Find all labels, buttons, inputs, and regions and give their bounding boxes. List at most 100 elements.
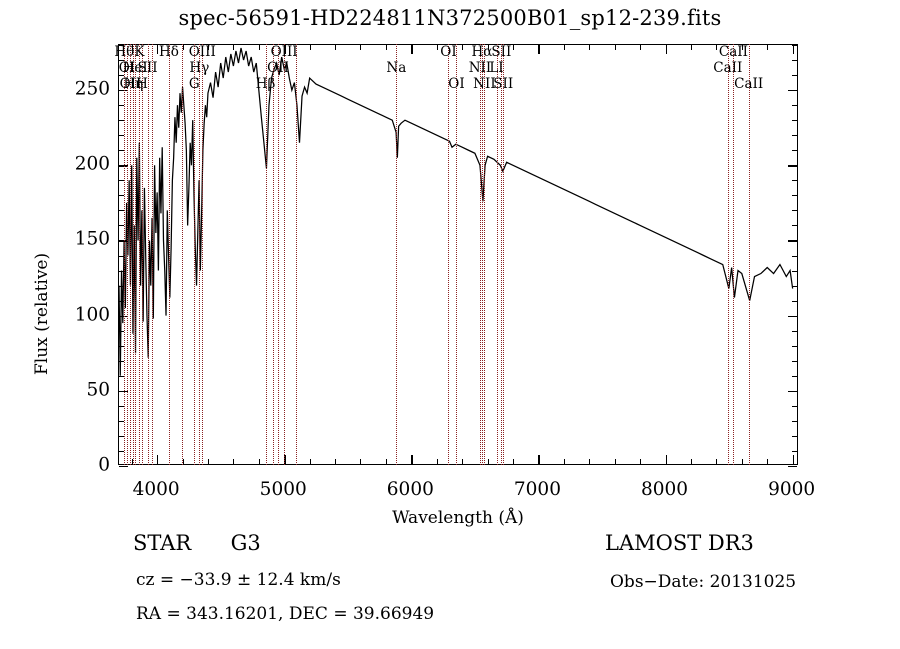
tick-mark (182, 459, 184, 464)
tick-mark (131, 45, 133, 50)
line-label: SII (137, 60, 158, 76)
line-label: CaII (718, 44, 748, 60)
line-label: K (134, 44, 145, 60)
tick-mark (119, 210, 124, 212)
line-label: Hθ (114, 44, 135, 60)
tick-mark (436, 45, 438, 50)
tick-mark (207, 459, 209, 464)
tick-mark (207, 45, 209, 50)
tick-mark (640, 45, 642, 50)
tick-mark (385, 459, 387, 464)
line-marker (396, 44, 398, 465)
tick-mark (563, 459, 565, 464)
tick-mark (119, 45, 124, 46)
line-label: Na (386, 60, 407, 76)
tick-mark (792, 210, 797, 212)
tick-mark (119, 105, 124, 107)
tick-mark (788, 165, 797, 167)
line-marker (273, 44, 275, 465)
object-type-label: STAR G3 (133, 531, 261, 555)
line-label: OII (119, 76, 142, 92)
tick-mark (119, 390, 128, 393)
tick-mark (119, 345, 124, 347)
tick-mark (258, 45, 260, 50)
tick-mark (119, 120, 124, 122)
line-marker (202, 44, 204, 465)
line-marker (448, 44, 450, 465)
line-marker (733, 44, 735, 465)
tick-mark (792, 105, 797, 107)
tick-mark (131, 459, 133, 464)
tick-mark (792, 455, 794, 464)
line-marker (168, 44, 170, 465)
tick-mark (119, 195, 124, 197)
line-label: OII (267, 60, 289, 76)
tick-mark (792, 225, 797, 227)
tick-mark (716, 459, 718, 464)
line-marker (126, 44, 128, 465)
tick-mark (513, 45, 515, 50)
tick-mark (563, 45, 565, 50)
line-label: SII (493, 76, 514, 92)
line-marker (194, 44, 196, 465)
y-tick-label: 250 (74, 78, 110, 100)
line-label: NII (473, 76, 496, 92)
obs-date-label: Obs−Date: 20131025 (610, 572, 797, 592)
tick-mark (119, 315, 128, 317)
line-label: CaII (734, 76, 764, 92)
tick-mark (788, 240, 797, 242)
line-label: G (188, 76, 200, 92)
line-marker (295, 44, 297, 465)
tick-mark (119, 420, 124, 422)
tick-mark (614, 459, 616, 464)
tick-mark (119, 135, 124, 137)
line-marker (147, 44, 149, 465)
survey-label: LAMOST DR3 (605, 531, 754, 555)
tick-mark (233, 459, 235, 464)
tick-mark (436, 459, 438, 464)
tick-mark (411, 45, 413, 54)
tick-mark (792, 45, 794, 54)
x-tick-label: 5000 (259, 479, 307, 500)
tick-mark (335, 459, 337, 464)
tick-mark (385, 45, 387, 50)
tick-mark (792, 435, 797, 437)
tick-mark (258, 459, 260, 464)
line-marker (133, 44, 135, 465)
tick-mark (788, 466, 797, 468)
x-tick-label: 4000 (132, 479, 180, 500)
tick-mark (792, 285, 797, 287)
y-axis-title: Flux (relative) (32, 252, 52, 375)
tick-mark (119, 466, 128, 468)
line-label: OI (448, 76, 465, 92)
tick-mark (119, 450, 124, 452)
tick-mark (538, 45, 540, 54)
x-tick-label: 8000 (640, 479, 689, 500)
line-label: H (136, 76, 148, 92)
spectrum-trace (119, 47, 794, 376)
line-marker (479, 44, 481, 465)
tick-mark (119, 165, 128, 167)
y-tick-label: 100 (74, 304, 110, 326)
tick-mark (487, 45, 489, 50)
line-label: SII (491, 44, 512, 60)
tick-mark (119, 225, 124, 227)
tick-mark (640, 459, 642, 464)
tick-mark (741, 459, 743, 464)
line-marker (481, 44, 483, 465)
tick-mark (792, 75, 797, 77)
tick-mark (119, 180, 124, 182)
tick-mark (792, 450, 797, 452)
tick-mark (665, 45, 667, 54)
tick-mark (411, 455, 413, 464)
line-label: CaII (713, 60, 743, 76)
tick-mark (792, 375, 797, 377)
tick-mark (309, 459, 311, 464)
line-marker (484, 44, 486, 465)
tick-mark (119, 60, 124, 62)
line-marker (748, 44, 750, 465)
tick-mark (792, 195, 797, 197)
tick-mark (792, 45, 797, 46)
tick-mark (792, 120, 797, 122)
